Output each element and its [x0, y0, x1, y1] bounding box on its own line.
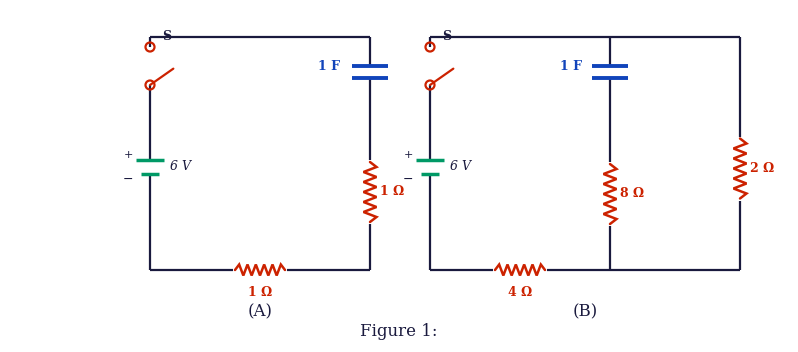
- Text: −: −: [403, 172, 413, 186]
- Text: Figure 1:: Figure 1:: [360, 323, 438, 340]
- Text: 6 V: 6 V: [450, 161, 471, 174]
- Text: +: +: [124, 150, 132, 160]
- Text: S: S: [162, 30, 171, 43]
- Text: S: S: [442, 30, 451, 43]
- Text: 6 V: 6 V: [170, 161, 191, 174]
- Text: 1 F: 1 F: [318, 59, 340, 73]
- Text: 4 Ω: 4 Ω: [508, 286, 532, 299]
- Text: (B): (B): [572, 303, 598, 321]
- Text: 1 Ω: 1 Ω: [380, 186, 405, 199]
- Text: 8 Ω: 8 Ω: [620, 188, 644, 201]
- Text: −: −: [123, 172, 133, 186]
- Text: 1 F: 1 F: [560, 59, 582, 73]
- Text: (A): (A): [247, 303, 272, 321]
- Text: +: +: [403, 150, 413, 160]
- Text: 1 Ω: 1 Ω: [248, 286, 272, 299]
- Text: 2 Ω: 2 Ω: [750, 162, 774, 175]
